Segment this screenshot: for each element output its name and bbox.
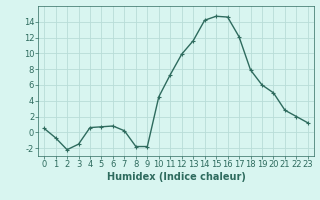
X-axis label: Humidex (Indice chaleur): Humidex (Indice chaleur) (107, 172, 245, 182)
